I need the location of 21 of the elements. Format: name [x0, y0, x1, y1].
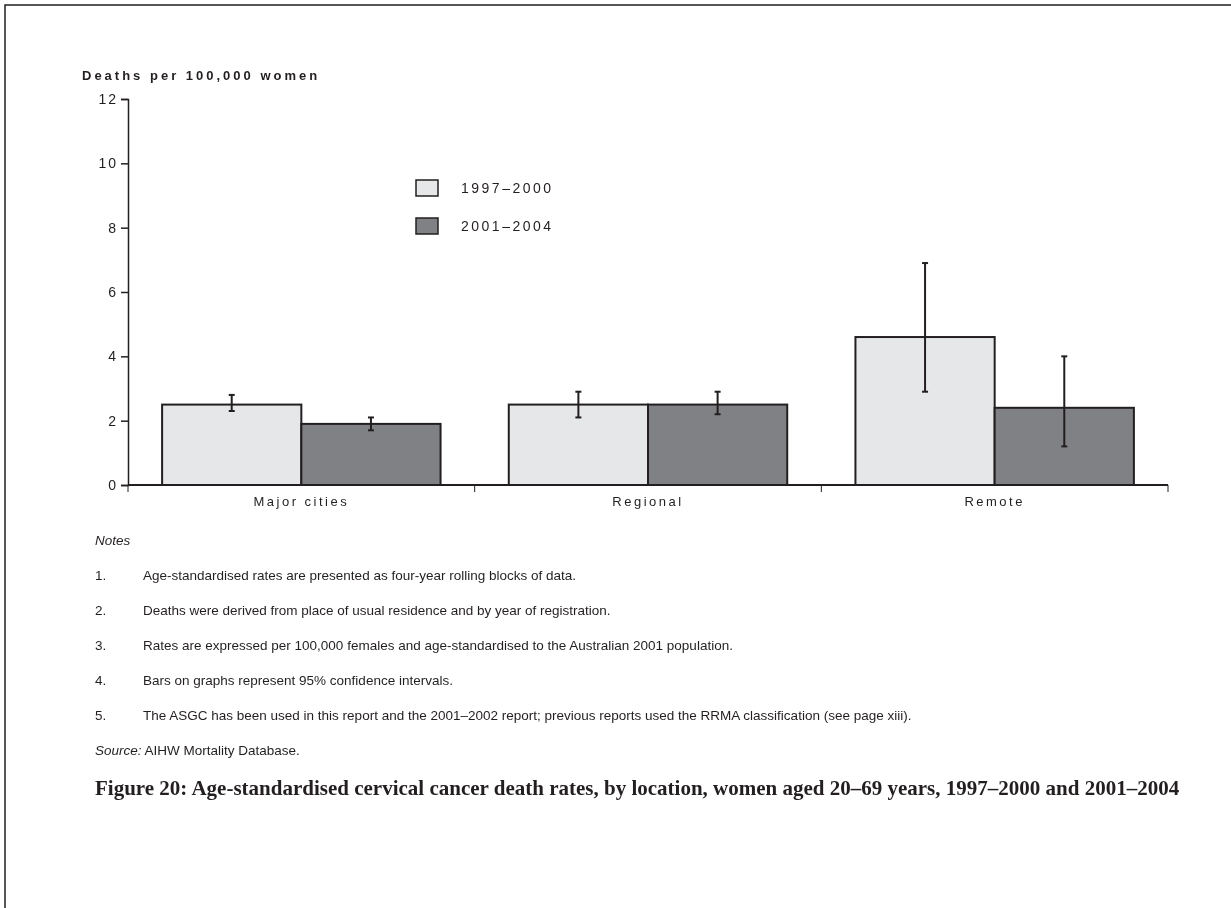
- text: 3. Rates are expressed per 100,000 females and age-standardised to the Australian 2001 population.: [95, 638, 733, 653]
- text: 2. Deaths were derived from place of usual residence and by year of registration.: [95, 603, 611, 618]
- y-tick-label: 2: [108, 412, 118, 429]
- y-tick-label: 4: [108, 348, 118, 365]
- source-note: Source: AIHW Mortality Database.: [95, 743, 300, 758]
- text: 1. Age-standardised rates are presented as four-year rolling blocks of data.: [95, 568, 576, 583]
- x-tick-label: Remote: [964, 494, 1025, 510]
- y-tick-label: 10: [98, 155, 118, 172]
- legend-label: 1997–2000: [461, 180, 554, 196]
- y-tick-label: 6: [108, 283, 118, 300]
- x-tick-label: Major cities: [253, 494, 350, 510]
- legend-label: 2001–2004: [461, 218, 554, 234]
- y-tick-label: 12: [98, 90, 118, 107]
- y-axis-title: Deaths per 100,000 women: [82, 68, 321, 83]
- y-tick-label: 8: [108, 219, 118, 236]
- text: 4. Bars on graphs represent 95% confidence intervals.: [95, 673, 453, 688]
- text: Figure 20: Age-standardised cervical cancer death rates, by location, women aged 20–69 years, 1997–2000 and 2001–2004: [95, 776, 1180, 800]
- y-tick-label: 0: [108, 476, 118, 493]
- text: 5. The ASGC has been used in this report and the 2001–2002 report; previous reports used the RRMA classification (see page xiii).: [95, 708, 912, 723]
- x-tick-label: Regional: [612, 494, 684, 510]
- text: Notes: [95, 533, 131, 548]
